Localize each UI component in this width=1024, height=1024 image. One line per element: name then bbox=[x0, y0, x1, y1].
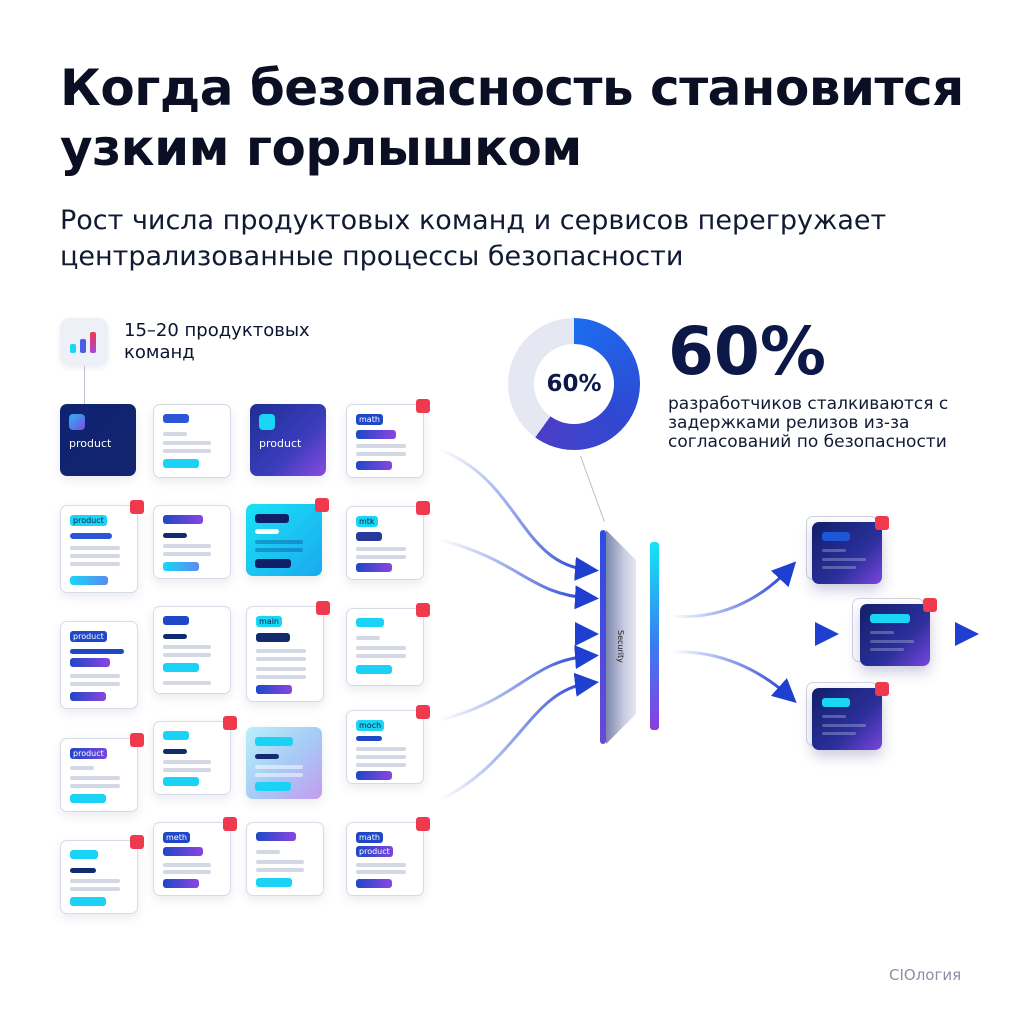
released-service-card[interactable] bbox=[812, 682, 889, 750]
team-card[interactable] bbox=[153, 505, 231, 579]
brand-logo: CIОлогия bbox=[889, 966, 962, 984]
alert-badge bbox=[315, 498, 329, 512]
team-card[interactable]: product bbox=[250, 404, 326, 476]
team-card[interactable]: math product bbox=[346, 817, 430, 896]
page-subtitle: Рост числа продуктовых команд и сервисов… bbox=[60, 205, 887, 272]
team-card[interactable] bbox=[246, 727, 322, 799]
alert-badge bbox=[316, 601, 330, 615]
security-gate: Security bbox=[600, 530, 638, 744]
team-card[interactable] bbox=[153, 606, 231, 694]
bar-chart-icon bbox=[60, 318, 108, 366]
alert-badge bbox=[130, 500, 144, 514]
gate-glow-bar bbox=[650, 542, 659, 730]
team-card[interactable]: moch bbox=[346, 705, 430, 784]
alert-badge bbox=[223, 716, 237, 730]
alert-badge bbox=[416, 603, 430, 617]
team-card[interactable] bbox=[246, 822, 324, 896]
donut-label: 60% bbox=[534, 344, 614, 424]
team-card[interactable] bbox=[153, 404, 231, 478]
team-card[interactable]: product bbox=[60, 621, 138, 709]
alert-badge bbox=[923, 598, 937, 612]
released-service-card[interactable] bbox=[812, 516, 889, 584]
team-card[interactable]: math bbox=[346, 399, 430, 478]
team-card[interactable] bbox=[346, 603, 430, 686]
alert-badge bbox=[875, 516, 889, 530]
alert-badge bbox=[416, 705, 430, 719]
released-service-card[interactable] bbox=[860, 598, 937, 666]
team-card[interactable]: product bbox=[60, 404, 136, 476]
stat-description: разработчиков сталкиваются с задержками … bbox=[668, 394, 949, 452]
page-title: Когда безопасность становится узким горл… bbox=[60, 59, 964, 177]
team-card[interactable]: main bbox=[246, 601, 330, 702]
alert-badge bbox=[875, 682, 889, 696]
team-card[interactable]: meth bbox=[153, 817, 237, 896]
team-card[interactable] bbox=[153, 716, 237, 795]
percent-donut-chart: 60% bbox=[508, 318, 640, 450]
alert-badge bbox=[416, 817, 430, 831]
alert-badge bbox=[416, 501, 430, 515]
team-card[interactable]: product bbox=[60, 500, 144, 593]
connector-line bbox=[84, 366, 85, 404]
team-card[interactable] bbox=[60, 835, 144, 914]
stat-value: 60% bbox=[668, 313, 826, 390]
team-card[interactable]: product bbox=[60, 733, 144, 812]
alert-badge bbox=[223, 817, 237, 831]
alert-badge bbox=[130, 733, 144, 747]
alert-badge bbox=[130, 835, 144, 849]
team-card[interactable]: mtk bbox=[346, 501, 430, 580]
security-gate-label: Security bbox=[616, 630, 625, 663]
teams-count-label: 15–20 продуктовых команд bbox=[124, 320, 310, 363]
alert-badge bbox=[416, 399, 430, 413]
team-card[interactable] bbox=[246, 498, 329, 576]
